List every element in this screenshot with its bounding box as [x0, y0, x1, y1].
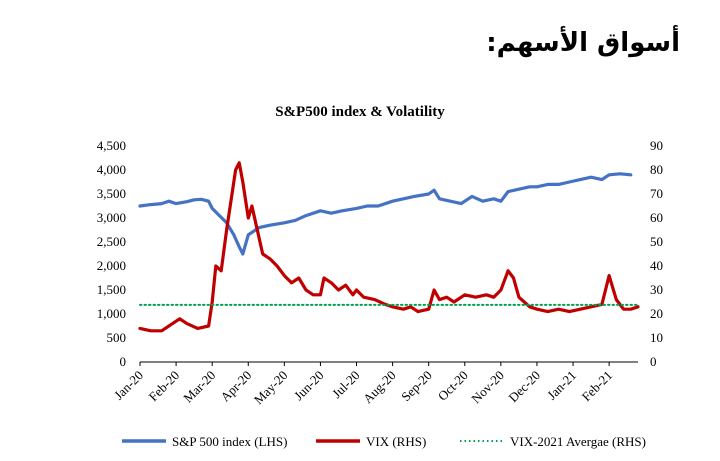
x-tick-label: Feb-20 [146, 368, 183, 405]
legend-label: VIX (RHS) [366, 434, 426, 449]
x-tick-label: Jun-20 [291, 368, 327, 404]
right-axis: 0 10 20 30 40 50 60 70 80 90 [650, 138, 663, 369]
x-tick-label: Dec-20 [505, 368, 543, 406]
x-tick-label: Mar-20 [180, 368, 218, 406]
left-tick-label: 2,500 [97, 234, 126, 249]
left-tick-label: 1,500 [97, 282, 126, 297]
x-tick-label: Oct-20 [435, 368, 471, 404]
right-tick-label: 50 [650, 234, 663, 249]
x-tick-label: Aug-20 [360, 368, 399, 407]
left-axis: 0 500 1,000 1,500 2,000 2,500 3,000 3,500 4,000 4… [97, 138, 126, 369]
x-tick-label: Jul-20 [329, 368, 363, 402]
x-tick-label: Feb-21 [579, 368, 616, 405]
legend: S&P 500 index (LHS) VIX (RHS) VIX-2021 Ave… [122, 434, 646, 449]
legend-label: VIX-2021 Avergae (RHS) [510, 434, 646, 449]
right-tick-label: 80 [650, 162, 663, 177]
left-tick-label: 2,000 [97, 258, 126, 273]
right-tick-label: 70 [650, 186, 663, 201]
right-tick-label: 40 [650, 258, 663, 273]
left-tick-label: 4,000 [97, 162, 126, 177]
legend-label: S&P 500 index (LHS) [172, 434, 287, 449]
series-layer [138, 161, 640, 333]
left-tick-label: 500 [107, 330, 127, 345]
right-tick-label: 30 [650, 282, 663, 297]
right-tick-label: 60 [650, 210, 663, 225]
left-tick-label: 3,500 [97, 186, 126, 201]
left-tick-label: 4,500 [97, 138, 126, 153]
x-tick-label: Nov-20 [468, 368, 507, 407]
right-tick-label: 0 [650, 354, 657, 369]
x-tick-label: Jan-21 [544, 368, 579, 403]
x-tick-label: Sep-20 [398, 368, 435, 405]
series-line-vix [138, 161, 640, 333]
left-tick-label: 3,000 [97, 210, 126, 225]
chart-title: S&P500 index & Volatility [275, 104, 445, 120]
page-heading: أسواق الأسهم: [486, 28, 680, 58]
right-tick-label: 20 [650, 306, 663, 321]
series-line-sp500 [138, 172, 633, 256]
left-tick-label: 0 [120, 354, 127, 369]
x-tick-label: Apr-20 [217, 368, 254, 405]
left-tick-label: 1,000 [97, 306, 126, 321]
right-tick-label: 90 [650, 138, 663, 153]
x-tick-label: May-20 [251, 368, 291, 408]
right-tick-label: 10 [650, 330, 663, 345]
x-tick-label: Jan-20 [111, 368, 146, 403]
